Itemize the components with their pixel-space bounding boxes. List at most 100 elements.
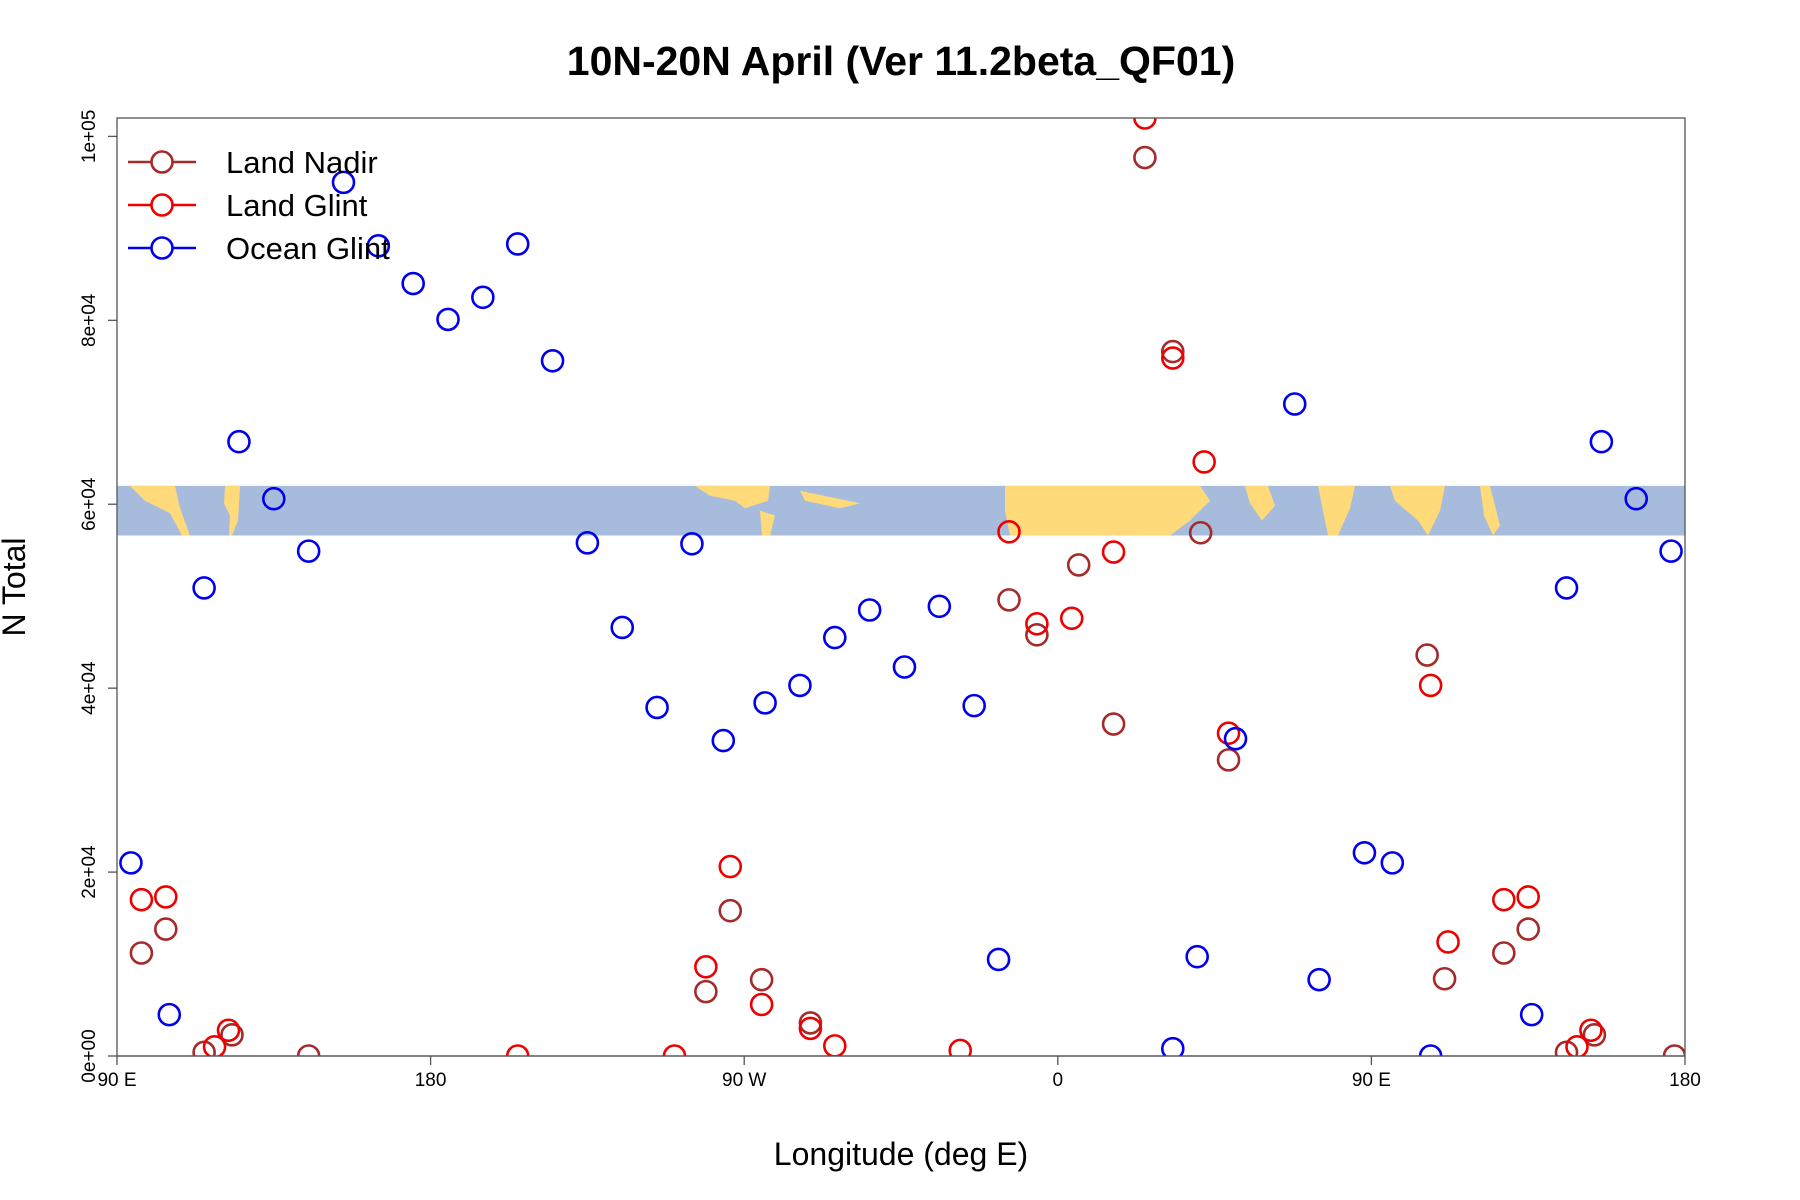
ocean-glint-point xyxy=(192,576,216,600)
y-axis: 0e+00 2e+04 4e+04 6e+04 8e+04 1e+05 xyxy=(79,110,117,1083)
ocean-glint-point xyxy=(680,531,704,556)
ocean-glint-point xyxy=(1282,392,1307,416)
map-land-8 xyxy=(1390,485,1445,536)
land-nadir-point xyxy=(1582,1023,1607,1047)
land-nadir-point xyxy=(718,898,743,923)
legend-marker-ocean-glint xyxy=(150,236,174,260)
world-map-band xyxy=(117,485,1685,536)
ocean-glint-point xyxy=(471,285,495,310)
legend: Land Nadir Land Glint Ocean Glint xyxy=(128,145,390,266)
land-nadir-point xyxy=(1662,1044,1685,1056)
ocean-glint-point xyxy=(645,695,669,720)
x-tick-label: 90 E xyxy=(1352,1070,1391,1091)
ocean-glint-point xyxy=(1554,576,1579,600)
ocean-glint-point xyxy=(366,234,391,258)
ocean-glint-point xyxy=(540,348,565,373)
land-nadir-point xyxy=(997,588,1021,612)
land-glint-point xyxy=(997,520,1021,544)
y-axis-label: N Total xyxy=(0,537,32,636)
land-nadir-point xyxy=(296,1044,321,1056)
land-nadir-point xyxy=(1216,748,1241,772)
land-glint-point xyxy=(749,992,774,1017)
y-tick-label: 6e+04 xyxy=(79,477,100,531)
ocean-glint-point xyxy=(1659,539,1683,563)
land-nadir-point xyxy=(1492,941,1516,965)
land-glint-point xyxy=(822,1034,847,1056)
land-glint-point xyxy=(1418,673,1443,698)
map-land-7 xyxy=(1318,485,1355,536)
ocean-glint-point xyxy=(1160,1036,1185,1056)
land-nadir-point xyxy=(153,917,178,941)
ocean-glint-point xyxy=(227,429,251,454)
legend-marker-land-nadir xyxy=(150,150,174,174)
land-nadir-point xyxy=(1415,643,1439,667)
ocean-glint-point xyxy=(575,531,600,555)
ocean-glint-point xyxy=(753,691,777,715)
land-glint-point xyxy=(153,885,178,909)
ocean-glint-point xyxy=(1307,967,1331,992)
map-land-1 xyxy=(224,485,240,536)
ocean-glint-point xyxy=(119,851,143,875)
land-nadir-point xyxy=(1516,917,1540,941)
ocean-glint-point xyxy=(1765,273,1786,294)
land-glint-point xyxy=(1516,885,1540,909)
land-glint-point xyxy=(1101,540,1126,564)
map-land-0 xyxy=(130,485,190,536)
land-glint-point xyxy=(1492,887,1516,912)
ocean-glint-point xyxy=(505,232,530,256)
ocean-glint-point xyxy=(1185,944,1209,969)
ocean-glint-point xyxy=(1695,172,1716,193)
ocean-glint-point xyxy=(296,539,321,563)
map-land-9 xyxy=(1480,485,1500,536)
ocean-glint-point xyxy=(788,673,812,698)
y-tick-label: 0e+00 xyxy=(79,1029,100,1082)
land-nadir-point xyxy=(798,1011,823,1035)
land-nadir-point xyxy=(749,967,774,992)
ocean-glint-point xyxy=(892,655,917,679)
land-glint-point xyxy=(948,1038,973,1056)
ocean-glint-point xyxy=(1223,726,1248,751)
ocean-glint-point xyxy=(610,615,635,640)
land-glint-point xyxy=(1133,118,1157,130)
map-land-5 xyxy=(1005,485,1210,536)
y-tick-label: 8e+04 xyxy=(79,293,100,347)
x-axis: 90 E 180 90 W 0 90 E 180 xyxy=(97,1056,1701,1091)
x-tick-label: 90 W xyxy=(722,1070,766,1091)
land-nadir-point xyxy=(129,941,154,965)
ocean-glint-point xyxy=(1418,1044,1443,1056)
x-axis-label: Longitude (deg E) xyxy=(774,1136,1028,1172)
land-glint-point xyxy=(662,1044,687,1056)
land-glint-point xyxy=(694,954,718,979)
land-nadir-point xyxy=(1432,966,1457,991)
ocean-glint-point xyxy=(436,307,460,332)
ocean-glint-point xyxy=(1624,486,1649,511)
land-glint-point xyxy=(1579,1018,1603,1043)
map-land-4 xyxy=(800,490,860,509)
land-nadir-point xyxy=(220,1023,244,1047)
land-glint-point xyxy=(1160,346,1185,370)
x-tick-label: 90 E xyxy=(97,1070,136,1091)
legend-marker-land-glint xyxy=(150,193,174,217)
chart-title: 10N-20N April (Ver 11.2beta_QF01) xyxy=(567,38,1235,84)
ocean-glint-point xyxy=(1589,429,1614,454)
land-glint-point xyxy=(1059,606,1084,631)
land-nadir-point xyxy=(1101,712,1126,736)
land-glint-point xyxy=(1192,450,1216,474)
map-ocean xyxy=(117,485,1685,536)
ocean-glint-point xyxy=(927,594,952,619)
y-tick-label: 1e+05 xyxy=(79,110,100,163)
ocean-glint-point xyxy=(711,728,736,753)
land-nadir-point xyxy=(1188,520,1213,545)
ocean-glint-point xyxy=(822,625,847,650)
ocean-glint-point xyxy=(986,947,1011,972)
y-tick-label: 4e+04 xyxy=(79,661,100,715)
land-glint-point xyxy=(129,887,154,912)
ocean-glint-point xyxy=(1380,851,1405,875)
land-nadir-point xyxy=(1066,553,1091,577)
x-tick-label: 0 xyxy=(1053,1070,1064,1091)
land-glint-point xyxy=(1216,721,1241,746)
ocean-glint-point xyxy=(1730,235,1751,256)
ocean-glint-point xyxy=(401,271,425,296)
land-glint-point xyxy=(1565,1035,1589,1056)
